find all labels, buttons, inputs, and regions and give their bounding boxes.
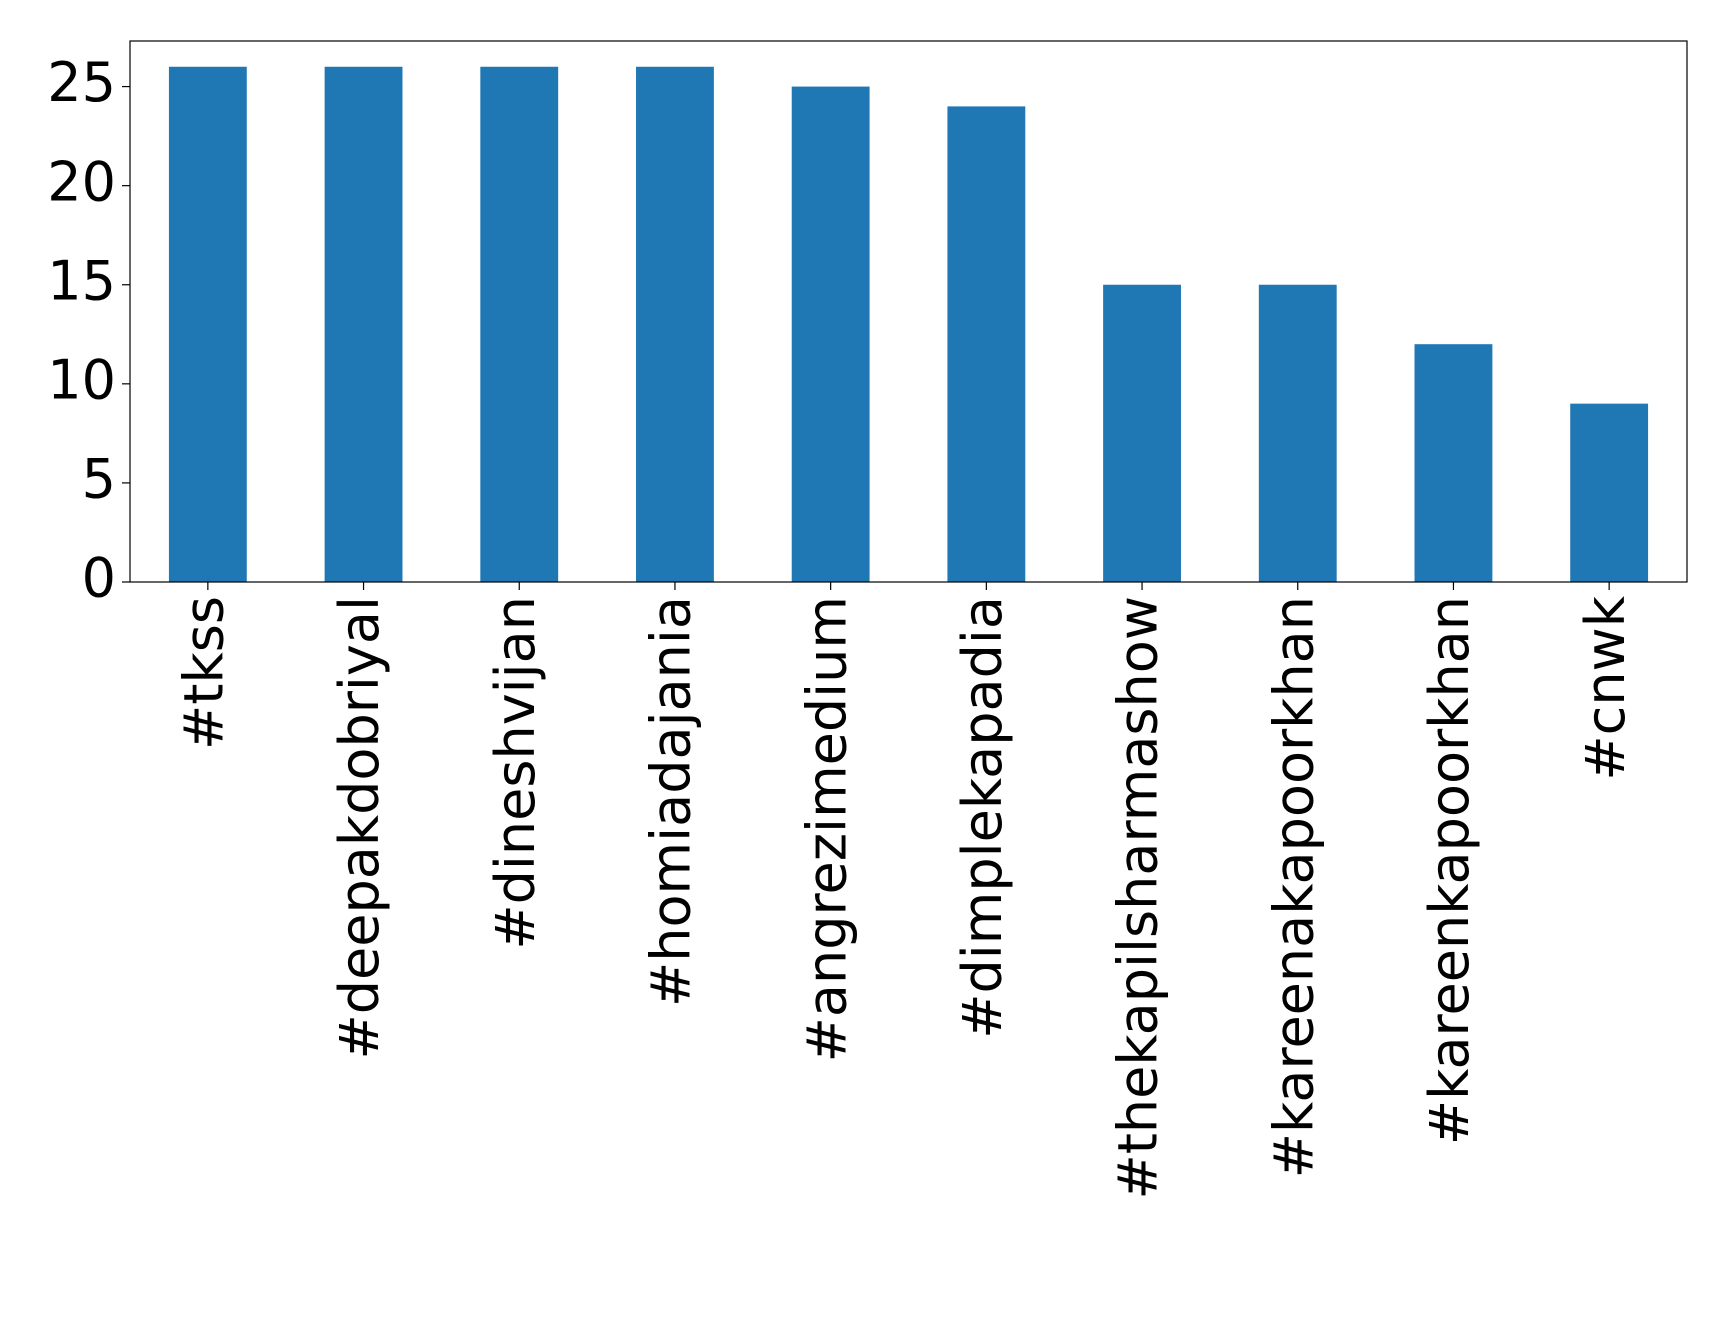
x-tick-label: #homiadajania [640,596,703,1007]
bar [1414,344,1493,582]
y-tick-label: 0 [82,547,116,610]
x-tick-label: #dimplekapadia [951,596,1014,1039]
x-tick-label: #deepakdobriyal [328,596,391,1059]
x-tick-label: #kareenakapoorkhan [1262,596,1325,1178]
bar [791,86,870,582]
x-tick-label: #angrezimedium [795,596,858,1062]
y-tick-label: 5 [82,448,116,511]
x-tick-label: #thekapilsharmashow [1107,596,1170,1200]
bar [168,66,247,582]
y-tick-label: 10 [47,348,116,411]
y-tick-label: 20 [47,150,116,213]
bar [1103,284,1181,582]
y-tick-label: 25 [47,51,116,114]
bar [1570,403,1649,582]
plot-frame [129,40,1688,583]
bar [636,66,714,582]
x-tick-label: #tkss [172,596,235,750]
x-tick-label: #cnwk [1574,595,1637,780]
bar [1258,284,1337,582]
y-tick-label: 15 [47,249,116,312]
bar [480,66,559,582]
bar [324,66,403,582]
x-tick-label: #dineshvijan [484,596,547,950]
bar [947,106,1026,583]
x-tick-label: #kareenkapoorkhan [1418,596,1481,1145]
